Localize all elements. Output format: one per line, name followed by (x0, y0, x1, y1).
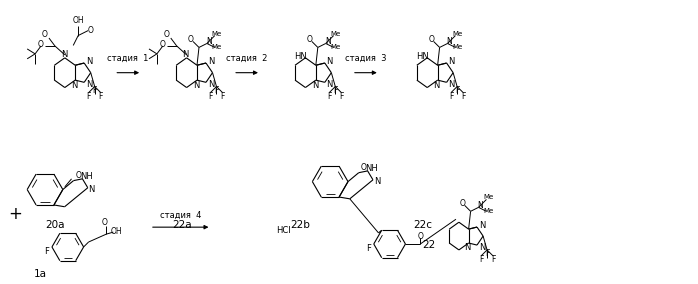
Text: O: O (88, 26, 94, 35)
Text: F: F (93, 86, 97, 95)
Text: F: F (461, 92, 466, 101)
Text: N: N (86, 57, 92, 66)
Text: N: N (182, 50, 188, 59)
Text: 22c: 22c (413, 220, 432, 230)
Text: F: F (333, 86, 338, 95)
Text: N: N (479, 221, 485, 229)
Text: N: N (464, 243, 471, 252)
Text: F: F (491, 255, 495, 264)
Text: F: F (327, 92, 332, 101)
Text: N: N (71, 81, 77, 89)
Text: HN: HN (294, 52, 307, 61)
Text: O: O (160, 40, 166, 49)
Text: F: F (221, 92, 225, 101)
Text: Me: Me (331, 31, 341, 37)
Text: стадия  2: стадия 2 (226, 54, 268, 63)
Text: F: F (339, 92, 343, 101)
Text: N: N (206, 37, 211, 46)
Text: N: N (89, 185, 95, 194)
Text: F: F (366, 245, 371, 253)
Text: Me: Me (483, 208, 493, 214)
Text: OH: OH (110, 227, 122, 236)
Text: 22a: 22a (172, 220, 191, 230)
Text: N: N (193, 81, 199, 89)
Text: HCl: HCl (276, 225, 291, 235)
Text: O: O (75, 171, 82, 180)
Text: O: O (101, 218, 107, 227)
Text: N: N (61, 50, 67, 59)
Text: O: O (417, 231, 423, 241)
Text: N: N (86, 80, 92, 89)
Text: F: F (485, 249, 489, 258)
Text: 1a: 1a (34, 269, 47, 279)
Text: O: O (307, 35, 313, 44)
Text: N: N (477, 201, 484, 210)
Text: F: F (87, 92, 91, 101)
Text: Me: Me (331, 44, 341, 51)
Text: Me: Me (483, 195, 493, 201)
Text: F: F (209, 92, 213, 101)
Text: N: N (325, 37, 331, 46)
Text: стадия  4: стадия 4 (160, 211, 201, 220)
Text: F: F (479, 255, 483, 264)
Text: F: F (214, 86, 218, 95)
Text: +: + (8, 205, 22, 223)
Text: O: O (361, 163, 366, 172)
Text: N: N (447, 37, 452, 46)
Text: F: F (98, 92, 103, 101)
Text: стадия  3: стадия 3 (345, 54, 387, 63)
Text: N: N (373, 177, 380, 186)
Text: F: F (45, 247, 50, 256)
Text: N: N (479, 243, 485, 252)
Text: 22b: 22b (290, 220, 311, 230)
Text: O: O (460, 199, 466, 208)
Text: стадия  1: стадия 1 (107, 54, 149, 63)
Text: Me: Me (211, 31, 222, 37)
Text: NH: NH (80, 172, 93, 181)
Text: NH: NH (365, 164, 378, 174)
Text: O: O (38, 40, 44, 49)
Text: 20a: 20a (45, 220, 65, 230)
Text: Me: Me (211, 44, 222, 51)
Text: Me: Me (452, 44, 463, 51)
Text: F: F (455, 86, 459, 95)
Text: HN: HN (416, 52, 429, 61)
Text: N: N (208, 57, 214, 66)
Text: O: O (188, 35, 194, 44)
Text: O: O (42, 30, 48, 39)
Text: Me: Me (452, 31, 463, 37)
Text: O: O (429, 35, 435, 44)
Text: N: N (327, 80, 333, 89)
Text: N: N (433, 81, 440, 89)
Text: N: N (311, 81, 318, 89)
Text: N: N (448, 80, 455, 89)
Text: N: N (448, 57, 455, 66)
Text: N: N (208, 80, 214, 89)
Text: 22: 22 (422, 240, 436, 250)
Text: O: O (164, 30, 170, 39)
Text: F: F (449, 92, 454, 101)
Text: N: N (327, 57, 333, 66)
Text: OH: OH (73, 16, 84, 25)
